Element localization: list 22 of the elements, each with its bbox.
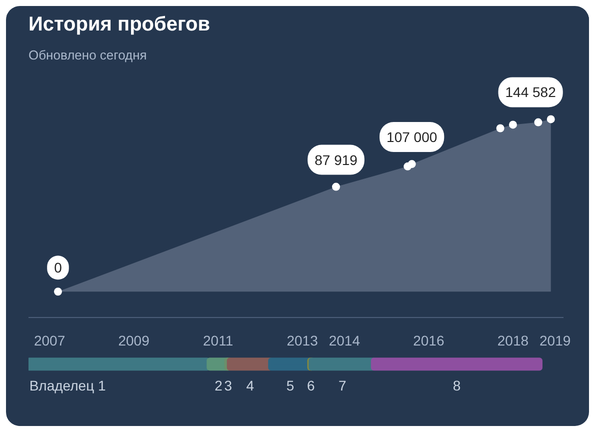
series-label: 3	[224, 378, 232, 394]
data-label: 87 919	[314, 152, 358, 168]
chart-title: История пробегов	[28, 14, 210, 36]
chart-subtitle: Обновлено сегодня	[28, 48, 147, 62]
series-label: 4	[246, 378, 254, 394]
x-tick-label: 2013	[286, 332, 318, 348]
data-label: 107 000	[386, 129, 438, 146]
series-label: Владелец 1	[29, 378, 106, 394]
series-label: 8	[452, 378, 461, 394]
x-tick-label: 2016	[413, 332, 444, 348]
series-label: 2	[214, 378, 223, 394]
x-tick-label: 2019	[540, 332, 571, 348]
series-label: 6	[307, 378, 316, 394]
series-label: 5	[286, 378, 294, 394]
data-label: 144 582	[505, 84, 556, 100]
x-tick-label: 2014	[328, 332, 360, 348]
x-tick-label: 2018	[497, 332, 529, 348]
series-label: 7	[338, 378, 346, 394]
x-tick-label: 2011	[203, 332, 234, 348]
x-tick-label: 2007	[34, 332, 66, 348]
x-tick-label: 2009	[118, 332, 150, 348]
data-label: 0	[54, 260, 62, 276]
